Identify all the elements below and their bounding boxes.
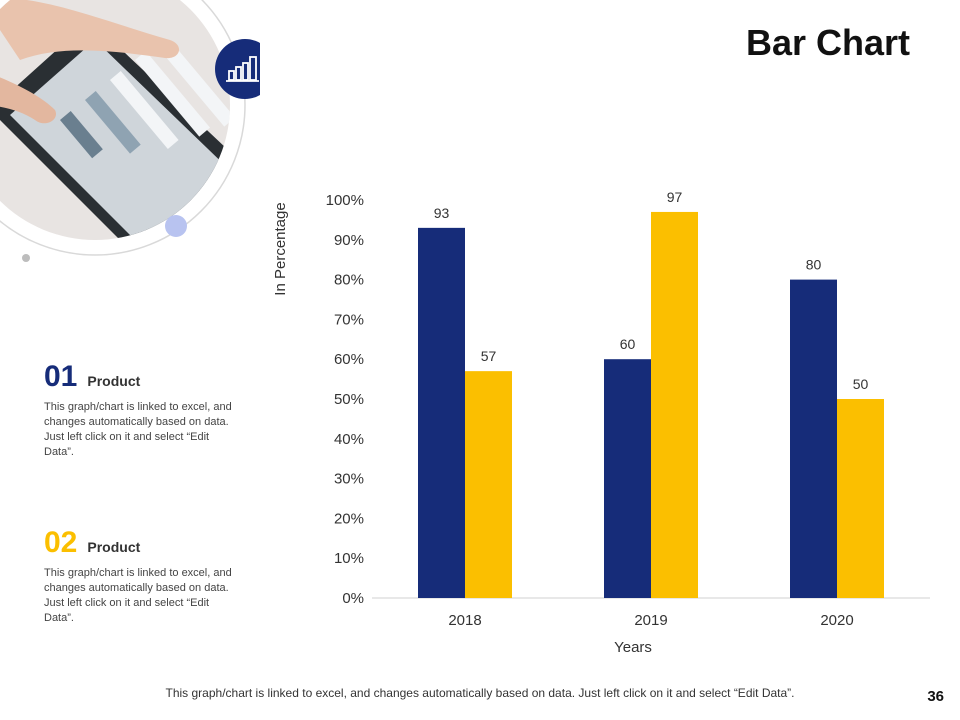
x-tick-label: 2018 [448,612,481,629]
y-tick-label: 60% [334,351,364,368]
data-label: 97 [667,189,683,205]
y-tick-label: 10% [334,550,364,567]
orbit-ring [0,0,246,256]
legend-item-02: 02 Product This graph/chart is linked to… [44,526,234,626]
y-axis-title: In Percentage [272,202,289,295]
y-tick-label: 70% [334,311,364,328]
footer-note: This graph/chart is linked to excel, and… [165,686,795,700]
y-tick-label: 90% [334,232,364,249]
data-label: 50 [853,376,869,392]
slide-title: Bar Chart [745,22,910,63]
y-tick-label: 100% [326,192,364,209]
legend-description: This graph/chart is linked to excel, and… [44,567,232,624]
y-tick-label: 50% [334,391,364,408]
x-axis-title: Years [614,639,652,656]
hero-photo [0,0,275,280]
bar [837,399,884,598]
bar [651,211,698,598]
legend-number: 01 [44,360,78,393]
legend-head: 01 Product [44,360,234,394]
legend-label: Product [87,539,141,555]
bar [465,371,512,598]
tablet-photo-illustration [0,0,275,262]
legend-item-01: 01 Product This graph/chart is linked to… [44,360,234,460]
bar-chart-icon [226,56,259,82]
bar [790,279,837,598]
legend-description: This graph/chart is linked to excel, and… [44,401,232,458]
legend-number: 02 [44,526,78,559]
page-number: 36 [927,688,944,705]
bar [604,359,651,598]
bar [418,227,465,599]
y-tick-label: 20% [334,510,364,527]
y-tick-label: 0% [342,590,364,607]
y-tick-label: 30% [334,471,364,488]
decor-dot-large [165,215,187,237]
legend-label: Product [87,373,141,389]
data-label: 57 [481,348,497,364]
x-tick-label: 2020 [820,612,853,629]
y-tick-label: 80% [334,272,364,289]
y-tick-label: 40% [334,431,364,448]
data-label: 60 [620,336,636,352]
legend-head: 02 Product [44,526,234,560]
data-label: 80 [806,257,822,273]
decor-dot-small [22,254,30,262]
x-tick-label: 2019 [634,612,667,629]
data-label: 93 [434,205,450,221]
